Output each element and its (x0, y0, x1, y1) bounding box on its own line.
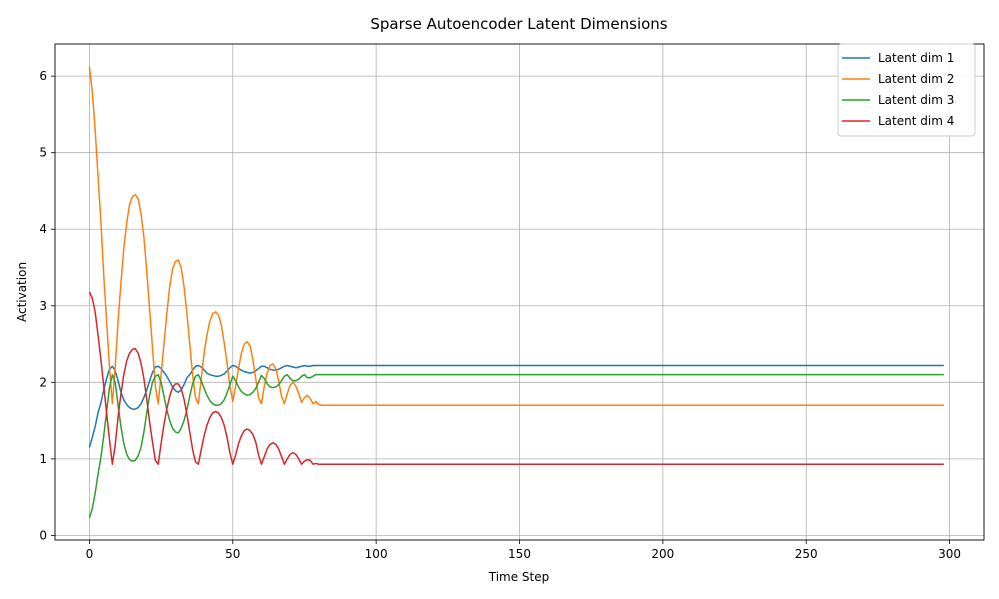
legend: Latent dim 1 Latent dim 2 Latent dim 3 Late… (837, 43, 976, 137)
y-tick-label: 5 (39, 146, 47, 160)
chart-title: Sparse Autoencoder Latent Dimensions (370, 15, 667, 33)
y-tick-label: 0 (39, 528, 47, 542)
x-tick-label: 200 (651, 547, 674, 561)
legend-box (837, 43, 976, 137)
series-line-latent-dim-4 (88, 291, 944, 465)
series-lines (88, 66, 944, 519)
y-axis-label: Activation (15, 262, 29, 322)
legend-label: Latent dim 2 (878, 72, 954, 86)
x-tick-label: 0 (86, 547, 94, 561)
x-axis: 0 50 100 150 200 250 300 (86, 540, 961, 561)
series-line-latent-dim-3 (88, 373, 944, 519)
y-tick-label: 2 (39, 375, 47, 389)
x-axis-label: Time Step (488, 570, 550, 584)
x-tick-label: 100 (365, 547, 388, 561)
legend-label: Latent dim 3 (878, 93, 954, 107)
y-tick-label: 4 (39, 222, 47, 236)
x-tick-label: 250 (795, 547, 818, 561)
legend-label: Latent dim 4 (878, 114, 954, 128)
x-tick-label: 300 (938, 547, 961, 561)
legend-label: Latent dim 1 (878, 51, 954, 65)
series-line-latent-dim-1 (88, 364, 944, 448)
y-tick-label: 1 (39, 452, 47, 466)
y-axis: 0 1 2 3 4 5 6 (39, 69, 55, 542)
x-tick-label: 150 (508, 547, 531, 561)
y-tick-label: 3 (39, 299, 47, 313)
grid (55, 44, 984, 540)
y-tick-label: 6 (39, 69, 47, 83)
series-line-latent-dim-2 (88, 66, 944, 407)
x-tick-label: 50 (225, 547, 240, 561)
